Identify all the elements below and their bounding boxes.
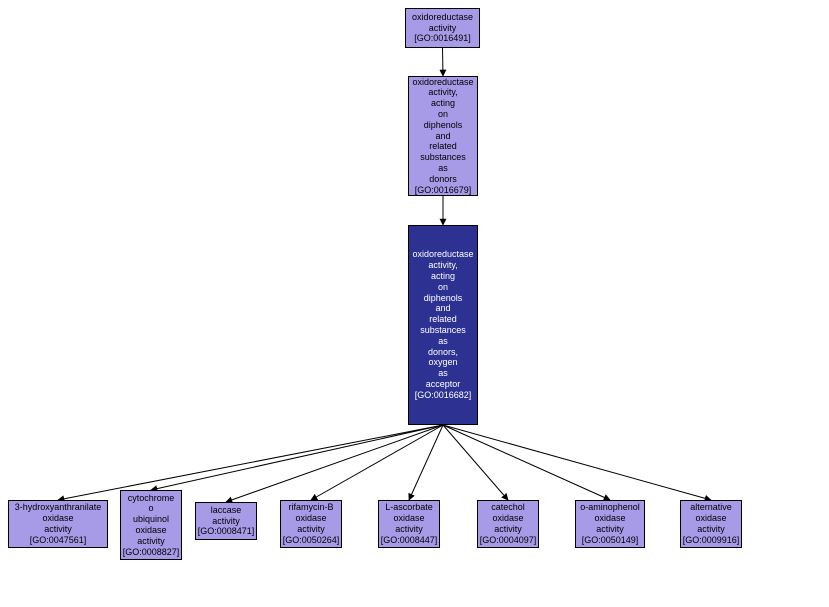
edge [443,425,610,500]
node-text-line: oxidoreductase [412,249,473,260]
node-text-line: as [438,336,448,347]
node-text-line: acceptor [426,379,461,390]
node-text-line: oxidase [492,513,523,524]
node-text-line: rifamycin-B [288,502,333,513]
node-text-line: o-aminophenol [580,502,640,513]
node-text-line: diphenols [424,120,463,131]
node-text-line: diphenols [424,293,463,304]
edge [443,48,444,76]
edge [443,425,711,500]
edge [311,425,443,500]
node-text-line: cytochrome [128,493,175,504]
node-text-line: oxidase [695,513,726,524]
go-term-node: rifamycin-Boxidaseactivity[GO:0050264] [280,500,342,548]
node-text-line: related [429,314,457,325]
node-text-line: activity [212,516,240,527]
edge [151,425,443,490]
node-text-line: substances [420,152,466,163]
node-text-line: activity [395,524,423,535]
node-text-line: 3-hydroxyanthranilate [15,502,102,513]
node-text-line: [GO:0004097] [480,535,537,546]
edge [443,425,508,500]
node-text-line: oxidase [295,513,326,524]
node-text-line: [GO:0050149] [582,535,639,546]
node-text-line: and [435,131,450,142]
node-text-line: ubiquinol [133,514,169,525]
node-text-line: activity [44,524,72,535]
node-text-line: acting [431,98,455,109]
node-text-line: substances [420,325,466,336]
go-term-node: oxidoreductaseactivity,actingondiphenols… [408,225,478,425]
node-text-line: [GO:0050264] [283,535,340,546]
node-text-line: oxidase [594,513,625,524]
node-text-line: activity, [428,260,457,271]
node-text-line: [GO:0009916] [683,535,740,546]
node-text-line: catechol [491,502,525,513]
node-text-line: oxidase [135,525,166,536]
node-text-line: and [435,303,450,314]
node-text-line: activity, [428,87,457,98]
node-text-line: on [438,282,448,293]
edge [409,425,443,500]
node-text-line: oxidase [42,513,73,524]
node-text-line: activity [137,536,165,547]
node-text-line: [GO:0008827] [123,547,180,558]
node-text-line: oxidase [393,513,424,524]
node-text-line: [GO:0016682] [415,390,472,401]
node-text-line: [GO:0047561] [30,535,87,546]
node-text-line: oxygen [428,357,457,368]
node-text-line: [GO:0008471] [198,526,255,537]
node-text-line: acting [431,271,455,282]
node-text-line: on [438,109,448,120]
go-term-node: oxidoreductaseactivity[GO:0016491] [405,8,480,48]
node-text-line: [GO:0008447] [381,535,438,546]
go-term-node: cytochromeoubiquinoloxidaseactivity[GO:0… [120,490,182,560]
node-text-line: activity [297,524,325,535]
node-text-line: donors [429,174,457,185]
node-text-line: activity [429,23,457,34]
edge [58,425,443,500]
node-text-line: activity [596,524,624,535]
go-term-node: L-ascorbateoxidaseactivity[GO:0008447] [378,500,440,548]
node-text-line: donors, [428,347,458,358]
go-term-node: laccaseactivity[GO:0008471] [195,502,257,540]
node-text-line: o [148,503,153,514]
node-text-line: as [438,163,448,174]
node-text-line: oxidoreductase [412,77,473,88]
node-text-line: activity [697,524,725,535]
go-term-node: o-aminophenoloxidaseactivity[GO:0050149] [575,500,645,548]
node-text-line: laccase [211,505,242,516]
node-text-line: L-ascorbate [385,502,433,513]
edge [226,425,443,502]
node-text-line: related [429,141,457,152]
go-term-node: alternativeoxidaseactivity[GO:0009916] [680,500,742,548]
node-text-line: activity [494,524,522,535]
go-term-node: catecholoxidaseactivity[GO:0004097] [477,500,539,548]
go-term-node: oxidoreductaseactivity,actingondiphenols… [408,76,478,196]
go-term-node: 3-hydroxyanthranilateoxidaseactivity[GO:… [8,500,108,548]
node-text-line: [GO:0016679] [415,185,472,196]
node-text-line: as [438,368,448,379]
node-text-line: alternative [690,502,732,513]
node-text-line: [GO:0016491] [414,33,471,44]
node-text-line: oxidoreductase [412,12,473,23]
